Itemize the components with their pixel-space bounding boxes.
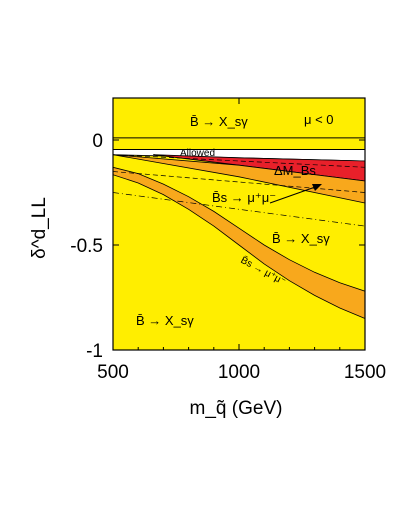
x-axis-title: m_q̃ (GeV) — [190, 398, 283, 419]
bsmumu-upper-label: B̄s → μ⁺μ⁻ — [212, 190, 276, 205]
y-tick-label-1: -0.5 — [70, 236, 103, 257]
dashed-curve-2 — [112, 171, 366, 193]
bsgamma-mid-label: B̄ → X_sγ — [272, 231, 330, 246]
annotations-layer: B̄ → X_sγ μ < 0 Allowed ΔM_Bs B̄s → μ⁺μ⁻… — [136, 112, 334, 328]
ticks-layer: 500 1000 1500 0 -0.5 -1 — [70, 98, 386, 383]
annotation-arrow-line — [269, 185, 319, 204]
dashed-curve-1 — [112, 154, 366, 168]
x-tick-label-1500: 1500 — [344, 362, 386, 383]
x-tick-label-500: 500 — [97, 362, 129, 383]
allowed-label: Allowed — [180, 148, 215, 159]
x-tick-label-1000: 1000 — [218, 362, 260, 383]
bsgamma-bottom-label: B̄ → X_sγ — [136, 313, 194, 328]
delta-mbs-label: ΔM_Bs — [274, 163, 316, 178]
y-tick-label-2: -1 — [86, 341, 103, 362]
excluded-bsgamma-region — [113, 98, 365, 350]
y-tick-label-0: 0 — [92, 131, 103, 152]
mu-sign-label: μ < 0 — [304, 112, 334, 127]
annotation-arrow-head — [312, 184, 322, 191]
axis-titles-layer: m_q̃ (GeV) δ^d_LL — [29, 197, 282, 419]
y-axis-title: δ^d_LL — [29, 197, 50, 259]
bsgamma-top-label: B̄ → X_sγ — [190, 114, 248, 129]
regions-layer — [112, 98, 366, 350]
dashed-curve-3 — [112, 192, 366, 227]
